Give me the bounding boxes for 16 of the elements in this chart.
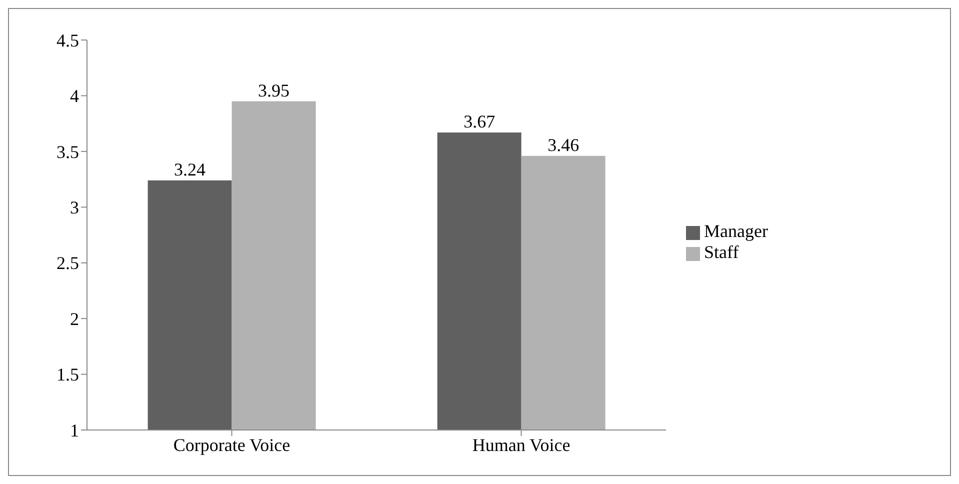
x-tick-label: Human Voice [472, 434, 570, 455]
data-label: 3.67 [464, 111, 496, 132]
data-label: 3.46 [548, 134, 580, 155]
y-tick-label: 1 [70, 420, 79, 440]
data-label: 3.24 [174, 159, 206, 180]
legend-label: Manager [704, 221, 768, 241]
x-tick-label: Corporate Voice [173, 434, 290, 455]
y-tick-label: 4 [70, 86, 79, 106]
legend-label: Staff [704, 242, 739, 262]
y-tick-label: 3.5 [56, 142, 79, 162]
data-label: 3.95 [258, 80, 290, 100]
y-tick-label: 1.5 [56, 364, 79, 385]
y-tick-label: 4.5 [56, 30, 79, 50]
y-tick-label: 3 [70, 198, 79, 218]
y-tick-label: 2 [70, 308, 79, 329]
y-tick-label: 2.5 [56, 253, 79, 274]
